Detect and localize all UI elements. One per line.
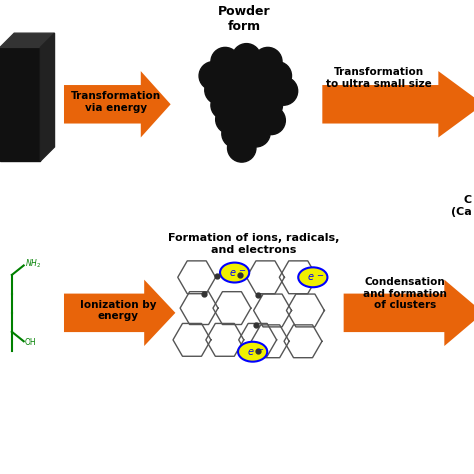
Circle shape — [237, 104, 265, 133]
Text: OH: OH — [25, 338, 37, 346]
Text: $e$: $e$ — [247, 346, 255, 357]
Circle shape — [254, 47, 282, 76]
Polygon shape — [0, 33, 55, 47]
Polygon shape — [64, 71, 171, 137]
Polygon shape — [40, 33, 55, 161]
Circle shape — [243, 61, 271, 89]
Polygon shape — [64, 280, 175, 346]
Circle shape — [248, 75, 277, 103]
Circle shape — [254, 91, 283, 119]
Circle shape — [205, 76, 233, 104]
Polygon shape — [0, 47, 40, 161]
Circle shape — [233, 89, 261, 118]
Circle shape — [228, 134, 256, 162]
Text: $e$: $e$ — [229, 267, 237, 278]
Ellipse shape — [238, 342, 267, 362]
Circle shape — [211, 91, 239, 119]
Circle shape — [257, 106, 285, 135]
Circle shape — [227, 72, 255, 100]
Text: Ionization by
energy: Ionization by energy — [80, 300, 157, 321]
Circle shape — [242, 118, 270, 147]
Text: $-$: $-$ — [238, 264, 246, 273]
Text: Transformation
to ultra small size: Transformation to ultra small size — [326, 67, 432, 89]
Circle shape — [222, 119, 250, 148]
Text: Condensation
and formation
of clusters: Condensation and formation of clusters — [364, 277, 447, 310]
Circle shape — [263, 62, 292, 90]
Ellipse shape — [220, 263, 249, 283]
Text: Powder
form: Powder form — [218, 5, 271, 33]
Circle shape — [199, 62, 228, 90]
Circle shape — [221, 58, 250, 86]
Text: $e$: $e$ — [307, 272, 315, 283]
Text: $NH_2$: $NH_2$ — [25, 258, 41, 270]
Circle shape — [232, 44, 261, 72]
Text: C
(Ca: C (Ca — [451, 195, 472, 217]
Text: Transformation
via energy: Transformation via energy — [71, 91, 161, 113]
Text: $-$: $-$ — [316, 269, 324, 278]
Text: Formation of ions, radicals,
and electrons: Formation of ions, radicals, and electro… — [168, 233, 339, 255]
Polygon shape — [322, 71, 474, 137]
Polygon shape — [344, 280, 474, 346]
Ellipse shape — [298, 267, 328, 287]
Circle shape — [211, 47, 239, 76]
Text: $-$: $-$ — [256, 343, 264, 352]
Circle shape — [216, 105, 244, 134]
Circle shape — [269, 77, 298, 105]
